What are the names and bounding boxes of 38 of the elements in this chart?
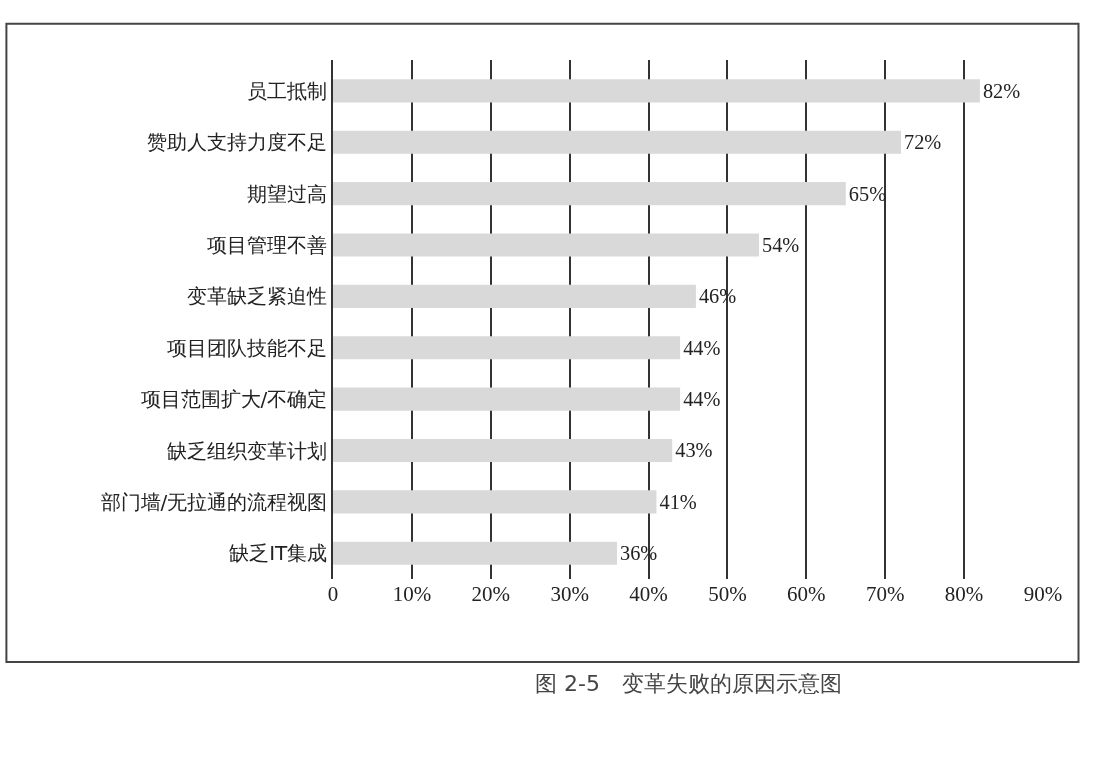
y-tick-label: 部门墙/无拉通的流程视图 — [100, 489, 328, 514]
y-tick-label: 变革缺乏紧迫性 — [187, 284, 328, 309]
y-tick-label: 赞助人支持力度不足 — [147, 130, 328, 155]
y-tick-label: 项目团队技能不足 — [167, 335, 328, 360]
y-tick-label: 员工抵制 — [247, 78, 328, 103]
y-tick-label: 缺乏组织变革计划 — [167, 438, 328, 463]
bar — [333, 336, 681, 360]
bar — [333, 79, 980, 103]
data-label: 43% — [675, 439, 713, 462]
x-tick-label: 0 — [327, 582, 339, 606]
y-tick-label: 项目范围扩大/不确定 — [140, 387, 328, 412]
x-tick-label: 50% — [708, 582, 747, 606]
x-tick-label: 80% — [944, 582, 984, 606]
y-tick-label: 期望过高 — [247, 181, 328, 206]
bar — [333, 541, 617, 565]
data-label: 72% — [904, 131, 942, 154]
bar — [333, 130, 901, 154]
data-label: 54% — [762, 233, 800, 256]
data-label: 82% — [982, 79, 1021, 102]
data-label: 44% — [683, 388, 721, 411]
bar — [333, 438, 673, 463]
bar — [333, 182, 846, 206]
y-tick-label: 项目管理不善 — [207, 232, 328, 257]
bar — [333, 233, 759, 257]
x-tick-label: 40% — [629, 582, 668, 606]
data-label: 44% — [683, 336, 721, 359]
bar — [333, 490, 657, 514]
x-tick-label: 10% — [392, 582, 432, 606]
y-tick-label: 缺乏IT集成 — [229, 541, 328, 566]
bar — [333, 284, 696, 308]
x-tick-label: 90% — [1023, 582, 1063, 606]
caption: 图 2-5 变革失败的原因示意图 — [535, 671, 842, 696]
x-tick-label: 70% — [865, 582, 905, 606]
x-tick-label: 60% — [787, 582, 826, 606]
bar — [333, 387, 681, 411]
x-tick-label: 30% — [550, 582, 589, 606]
x-tick-label: 20% — [471, 582, 511, 606]
data-label: 41% — [659, 490, 697, 513]
